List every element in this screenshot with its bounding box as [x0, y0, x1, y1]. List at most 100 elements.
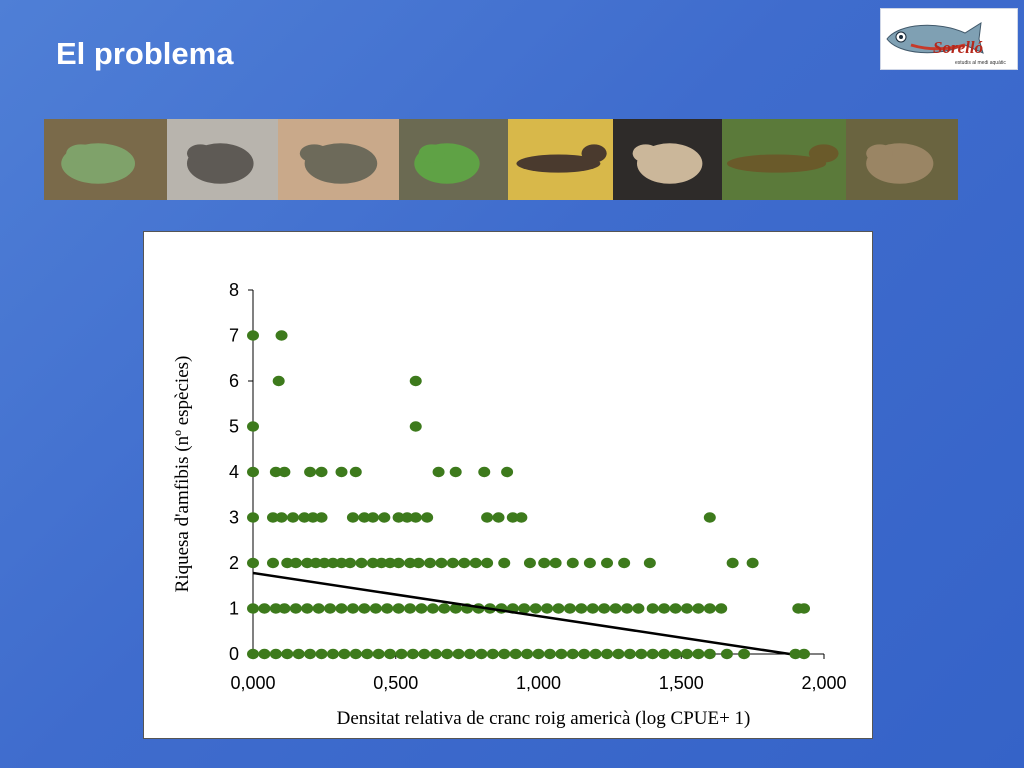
- data-point: [498, 557, 511, 569]
- data-point: [306, 512, 319, 523]
- y-tick-label: 2: [229, 553, 239, 573]
- data-point: [309, 557, 322, 569]
- x-tick-label: 2,000: [801, 673, 846, 693]
- data-point: [575, 603, 588, 614]
- data-point: [247, 466, 259, 478]
- data-point: [349, 648, 362, 660]
- y-tick-label: 3: [229, 508, 239, 528]
- data-point: [415, 603, 428, 614]
- data-point: [326, 648, 339, 660]
- y-tick-label: 5: [229, 417, 239, 437]
- data-point: [404, 603, 417, 614]
- scatter-chart: 0 1 2 3 4 5 6 7 8 0,000 0,500 1,000 1,500 2,000 Densit…: [143, 231, 873, 739]
- green-tree-frog-photo: [44, 119, 167, 200]
- data-point: [281, 557, 294, 569]
- data-point: [609, 603, 622, 614]
- data-point: [635, 648, 648, 660]
- x-tick-label: 0,000: [230, 673, 275, 693]
- data-point: [301, 603, 314, 614]
- data-point: [275, 512, 288, 523]
- data-point: [506, 512, 519, 523]
- data-point: [378, 512, 391, 523]
- data-point: [355, 557, 368, 569]
- data-point: [335, 557, 348, 569]
- data-point: [552, 603, 565, 614]
- data-point: [432, 466, 445, 478]
- data-point: [566, 648, 579, 660]
- data-point: [601, 648, 614, 660]
- data-point: [692, 603, 705, 614]
- data-point: [481, 557, 494, 569]
- data-point: [703, 648, 716, 660]
- data-point: [281, 648, 294, 660]
- data-point: [623, 648, 636, 660]
- y-tick-label: 1: [229, 599, 239, 619]
- data-point: [578, 648, 591, 660]
- data-point: [618, 557, 631, 569]
- spadefoot-toad-photo: [613, 119, 722, 200]
- data-point: [703, 512, 716, 523]
- data-point: [369, 603, 382, 614]
- data-point: [286, 512, 299, 523]
- data-point: [361, 648, 374, 660]
- data-point: [498, 648, 511, 660]
- data-point: [463, 648, 476, 660]
- data-point: [366, 512, 379, 523]
- data-point: [289, 603, 302, 614]
- amphibian-photo-strip: [44, 119, 958, 200]
- data-point: [424, 557, 437, 569]
- data-point: [521, 648, 534, 660]
- y-tick-label: 6: [229, 371, 239, 391]
- data-point: [612, 648, 625, 660]
- x-tick-label: 1,500: [659, 673, 704, 693]
- data-point: [449, 603, 462, 614]
- data-point: [669, 603, 682, 614]
- data-point: [272, 375, 285, 387]
- data-point: [543, 648, 556, 660]
- data-point: [449, 466, 462, 478]
- logo-wordmark: Sorelló: [933, 38, 983, 57]
- data-point: [247, 603, 259, 614]
- brown-toad-photo: [846, 119, 958, 200]
- data-point: [401, 512, 414, 523]
- green-frog-photo: [399, 119, 508, 200]
- grey-toad-on-rock-photo: [167, 119, 278, 200]
- data-point: [501, 466, 514, 478]
- data-point: [475, 648, 488, 660]
- data-point: [247, 512, 259, 523]
- data-point: [292, 648, 305, 660]
- data-point: [344, 557, 357, 569]
- data-point: [421, 512, 434, 523]
- data-point: [643, 557, 656, 569]
- x-tick-label: 0,500: [373, 673, 418, 693]
- data-point: [247, 648, 259, 660]
- data-point: [301, 557, 314, 569]
- data-point: [418, 648, 431, 660]
- data-point: [515, 512, 528, 523]
- data-point: [478, 466, 491, 478]
- data-point: [715, 603, 728, 614]
- data-point: [601, 557, 614, 569]
- data-point: [555, 648, 568, 660]
- slide-title: El problema: [56, 36, 234, 71]
- data-point: [318, 557, 331, 569]
- data-point: [381, 603, 394, 614]
- data-point: [375, 557, 388, 569]
- data-point: [789, 648, 802, 660]
- data-point: [532, 648, 545, 660]
- data-point: [395, 648, 408, 660]
- data-point: [538, 557, 551, 569]
- data-point: [275, 330, 288, 341]
- data-point: [798, 603, 811, 614]
- data-point: [658, 648, 671, 660]
- data-point: [358, 512, 371, 523]
- data-point: [518, 603, 531, 614]
- data-point: [549, 557, 562, 569]
- y-tick-label: 8: [229, 280, 239, 300]
- data-point: [563, 603, 576, 614]
- data-point: [278, 603, 291, 614]
- data-point: [349, 466, 362, 478]
- data-point: [298, 512, 311, 523]
- data-point: [269, 466, 282, 478]
- x-tick-label: 1,000: [516, 673, 561, 693]
